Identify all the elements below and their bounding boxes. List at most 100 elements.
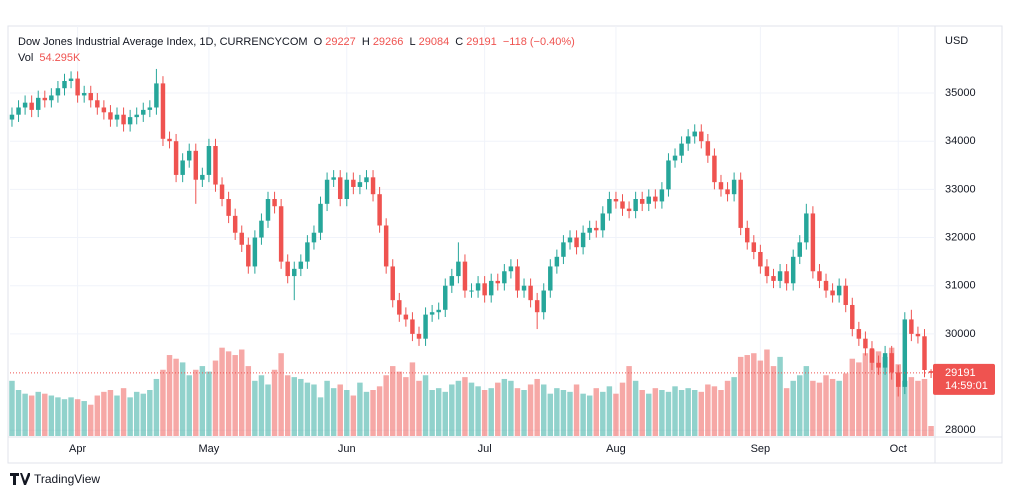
candle-body — [580, 232, 586, 248]
volume-bar — [61, 399, 68, 436]
volume-bar — [606, 386, 613, 436]
candle-body — [850, 304, 855, 330]
price-tag-value: 29191 — [945, 367, 976, 379]
x-tick-label: Jul — [478, 443, 492, 455]
candle-body — [403, 314, 409, 320]
candle-body — [324, 179, 330, 204]
candle-body — [646, 196, 652, 204]
candle-body — [784, 271, 789, 284]
volume-bar — [15, 390, 22, 436]
candle-body — [764, 266, 770, 277]
volume-bar — [678, 390, 685, 436]
volume-bar — [849, 358, 856, 436]
candle-body — [633, 199, 638, 212]
candle-body — [495, 280, 501, 284]
volume-bar — [875, 351, 882, 436]
candle-body — [449, 276, 455, 286]
volume-bar — [705, 384, 711, 436]
volume-bar — [455, 380, 462, 436]
candle-body — [777, 271, 783, 281]
candle-body — [75, 78, 80, 96]
volume-bar — [153, 378, 160, 436]
volume-bar — [757, 360, 764, 436]
volume-bar — [823, 375, 829, 436]
volume-bar — [442, 391, 448, 436]
volume-bar — [619, 382, 626, 436]
candle-body — [436, 309, 441, 313]
brand-name: TradingView — [34, 472, 101, 486]
candle-body — [830, 290, 835, 296]
candle-body — [712, 155, 717, 183]
branding[interactable]: TradingView — [10, 472, 100, 486]
volume-bar — [370, 390, 376, 436]
volume-bar — [593, 388, 599, 436]
volume-bar — [212, 360, 219, 436]
x-tick-label: Oct — [890, 443, 907, 455]
volume-bar — [396, 371, 403, 436]
volume-bar — [48, 395, 55, 436]
legend: Dow Jones Industrial Average Index, 1D, … — [18, 34, 578, 66]
candle-body — [462, 261, 468, 291]
volume-bar — [600, 391, 606, 436]
volume-bar — [160, 369, 166, 436]
chart-frame — [7, 25, 1003, 464]
candle-body — [889, 353, 894, 373]
candle-body — [232, 215, 238, 233]
volume-bar — [462, 377, 468, 436]
volume-bar — [468, 382, 475, 436]
volume-bar — [665, 391, 672, 436]
volume-key: Vol — [18, 52, 34, 64]
candle-body — [810, 213, 816, 272]
candle-body — [804, 213, 809, 243]
candle-body — [758, 251, 763, 267]
candle-body — [370, 177, 376, 195]
logo — [10, 473, 30, 485]
volume-bar — [317, 397, 324, 436]
ohlc-value: 29227 — [325, 36, 356, 48]
candle-body — [909, 319, 914, 334]
candle-body — [790, 256, 796, 284]
volume-bar — [915, 380, 921, 436]
volume-bar — [55, 397, 61, 436]
candle-body — [745, 227, 750, 243]
volume-bar — [580, 393, 586, 436]
volume-bar — [764, 349, 770, 436]
candle-body — [318, 203, 323, 233]
volume-bars — [9, 347, 934, 436]
volume-bar — [206, 371, 212, 436]
volume-bar — [232, 355, 238, 436]
change: −118 (−0.40%) — [502, 36, 575, 48]
volume-bar — [199, 366, 206, 436]
volume-bar — [777, 356, 783, 436]
volume-bar — [527, 384, 534, 436]
volume-bar — [495, 382, 501, 436]
volume-bar — [383, 375, 389, 436]
volume-bar — [101, 391, 107, 436]
volume-bar — [521, 390, 527, 436]
y-tick-label: 31000 — [945, 280, 976, 292]
candle-body — [180, 160, 185, 175]
candle-body — [114, 114, 120, 120]
ohlc-value: 29266 — [372, 36, 404, 48]
volume-bar — [127, 397, 133, 436]
volume-bar — [514, 388, 521, 436]
volume-bar — [304, 382, 311, 436]
legend-row: Dow Jones Industrial Average Index, 1D, … — [18, 34, 578, 50]
candle-body — [699, 131, 704, 142]
candle-body — [364, 177, 369, 183]
volume-bar — [81, 401, 87, 436]
volume-bar — [107, 390, 114, 436]
x-tick-label: Sep — [751, 443, 771, 455]
candle-body — [521, 285, 527, 291]
candle-body — [475, 283, 481, 291]
candle-body — [200, 174, 205, 180]
volume-bar — [698, 391, 705, 436]
volume-bar — [573, 384, 580, 436]
candle-body — [272, 199, 277, 207]
candle-body — [108, 112, 113, 120]
candle-body — [817, 271, 822, 281]
volume-bar — [475, 386, 481, 436]
candle-body — [843, 285, 848, 305]
legend-row: Vol 54.295K — [18, 50, 578, 66]
